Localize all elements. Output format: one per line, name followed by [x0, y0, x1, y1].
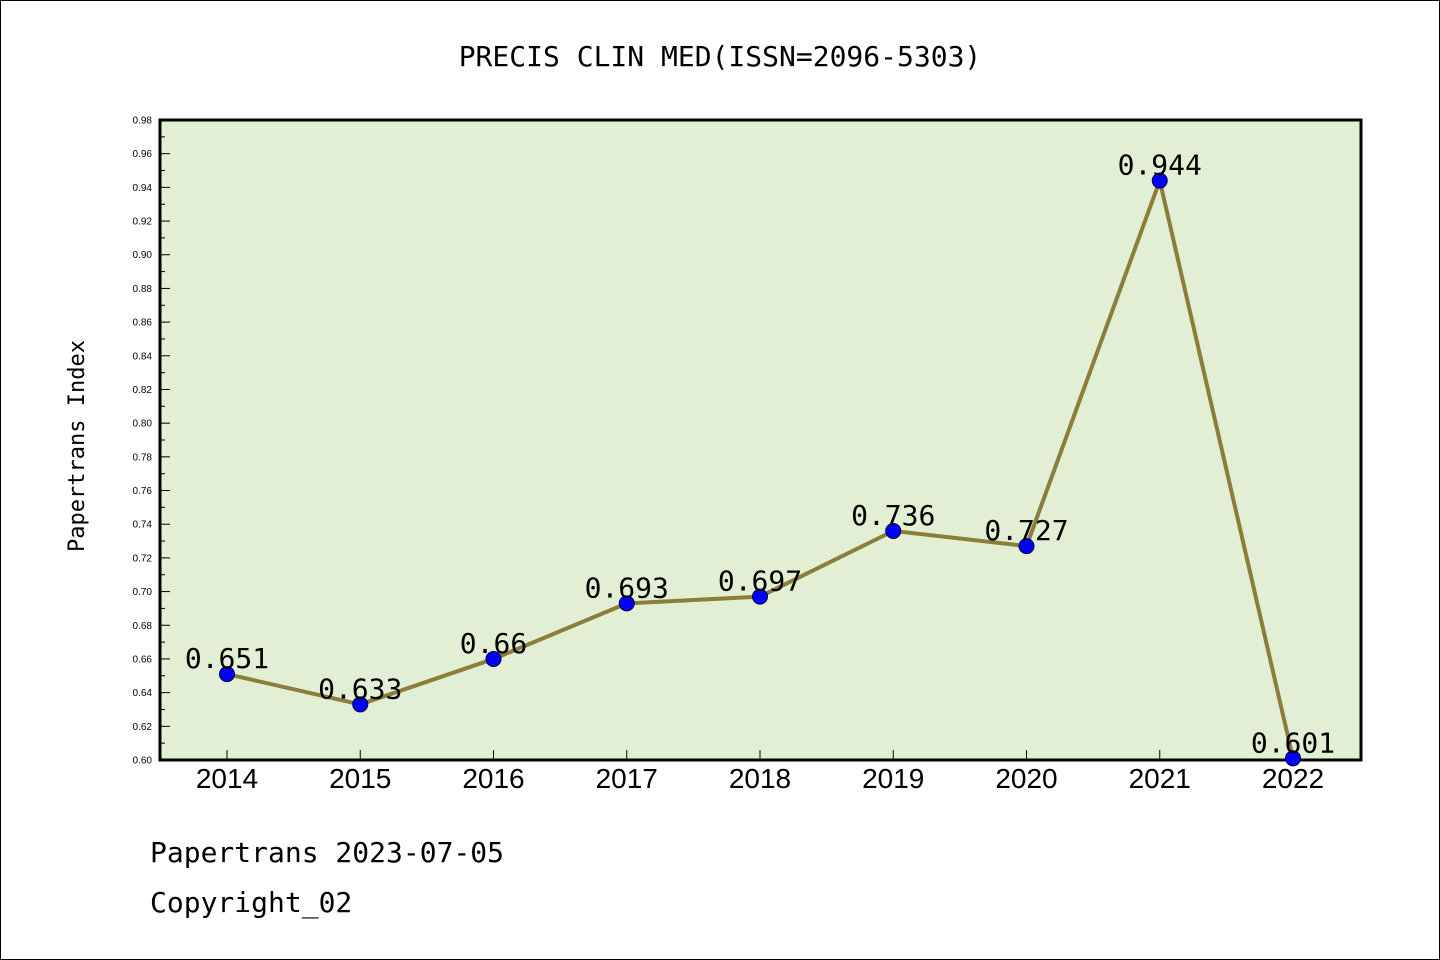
data-label-2020: 0.727: [984, 514, 1068, 547]
x-tick-label: 2022: [1262, 763, 1324, 794]
y-tick-label: 0.68: [133, 621, 153, 632]
data-point-2019: [885, 522, 902, 539]
data-label-2015: 0.633: [318, 672, 402, 705]
data-label-2019: 0.736: [851, 499, 935, 532]
footer-date: Papertrans 2023-07-05: [150, 836, 505, 869]
x-tick-label: 2014: [196, 763, 258, 794]
y-tick-label: 0.78: [133, 452, 153, 463]
data-point-2020: [1018, 538, 1035, 555]
y-tick-label: 0.84: [133, 351, 153, 362]
x-tick-label: 2015: [329, 763, 391, 794]
footer-copyright: Copyright_02: [150, 886, 353, 919]
x-tick-label: 2021: [1129, 763, 1191, 794]
y-tick-label: 0.74: [133, 520, 153, 531]
plot-area: [158, 118, 1363, 762]
data-label-2022: 0.601: [1251, 726, 1335, 759]
data-label-2016: 0.66: [460, 627, 527, 660]
y-tick-label: 0.88: [133, 284, 153, 295]
y-tick-label: 0.96: [133, 149, 153, 160]
chart-title: PRECIS CLIN MED(ISSN=2096-5303): [459, 40, 982, 73]
y-tick-label: 0.92: [133, 217, 153, 228]
data-point-2022: [1285, 750, 1301, 767]
data-labels: 0.651 0.633 0.66 0.693 0.697 0.736 0.727 0.944 0…: [185, 149, 1335, 760]
y-tick-label: 0.82: [133, 385, 153, 396]
data-point-2017: [618, 595, 635, 612]
y-tick-label: 0.60: [133, 756, 153, 767]
y-tick-label: 0.66: [133, 654, 153, 665]
y-tick-label: 0.90: [133, 250, 153, 261]
data-points: [219, 172, 1301, 767]
x-tick-label: 2016: [462, 763, 524, 794]
y-tick-label: 0.64: [133, 688, 153, 699]
data-label-2021: 0.944: [1118, 149, 1202, 182]
x-tick-label: 2017: [596, 763, 658, 794]
x-axis-ticks: 2014 2015 2016 2017 2018 2019 2020 2021 2022: [196, 750, 1324, 794]
data-label-2018: 0.697: [718, 565, 802, 598]
y-axis-label: Papertrans Index: [65, 340, 90, 552]
data-label-2017: 0.693: [585, 571, 669, 604]
data-point-2015: [352, 696, 369, 713]
y-tick-label: 0.72: [133, 553, 153, 564]
y-tick-label: 0.80: [133, 419, 153, 430]
data-point-2014: [219, 666, 235, 683]
data-point-2018: [752, 588, 768, 605]
data-point-2016: [485, 650, 502, 667]
y-tick-label: 0.86: [133, 318, 153, 329]
data-point-2021: [1151, 172, 1168, 189]
y-tick-label: 0.76: [133, 486, 153, 497]
x-tick-label: 2020: [995, 763, 1057, 794]
y-tick-label: 0.62: [133, 722, 153, 733]
y-tick-label: 0.94: [133, 183, 153, 194]
y-tick-label: 0.98: [133, 116, 153, 127]
data-label-2014: 0.651: [185, 642, 269, 675]
x-tick-label: 2019: [862, 763, 924, 794]
y-tick-label: 0.70: [133, 587, 153, 598]
x-tick-label: 2018: [729, 763, 791, 794]
y-axis-ticks: 0.60 0.62 0.64 0.66 0.68 0.70 0.72 0.74 0.76 0.78…: [133, 116, 170, 767]
